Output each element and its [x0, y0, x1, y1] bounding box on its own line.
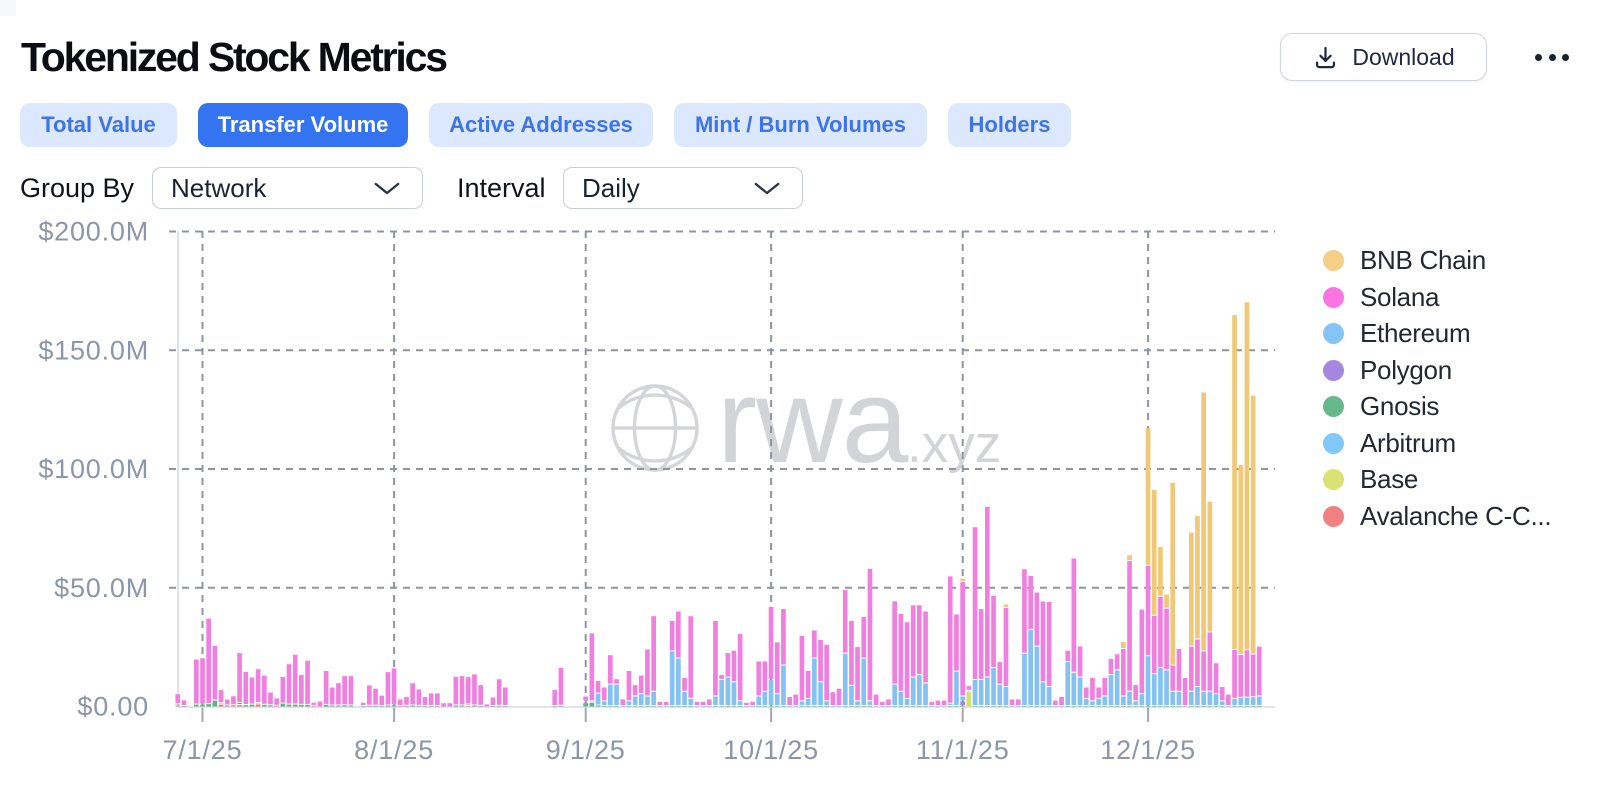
svg-text:7/1/25: 7/1/25 [163, 735, 243, 765]
svg-text:$50.0M: $50.0M [54, 573, 149, 603]
svg-text:$100.0M: $100.0M [38, 454, 149, 484]
svg-text:.xyz: .xyz [907, 415, 1001, 474]
svg-text:10/1/25: 10/1/25 [723, 735, 819, 765]
svg-text:9/1/25: 9/1/25 [546, 735, 626, 765]
svg-text:12/1/25: 12/1/25 [1100, 735, 1196, 765]
svg-text:11/1/25: 11/1/25 [916, 735, 1010, 765]
svg-text:8/1/25: 8/1/25 [354, 735, 434, 765]
svg-text:rwa: rwa [717, 354, 909, 488]
svg-text:$150.0M: $150.0M [38, 335, 149, 365]
svg-text:$0.00: $0.00 [77, 692, 149, 722]
svg-text:$200.0M: $200.0M [38, 217, 149, 247]
